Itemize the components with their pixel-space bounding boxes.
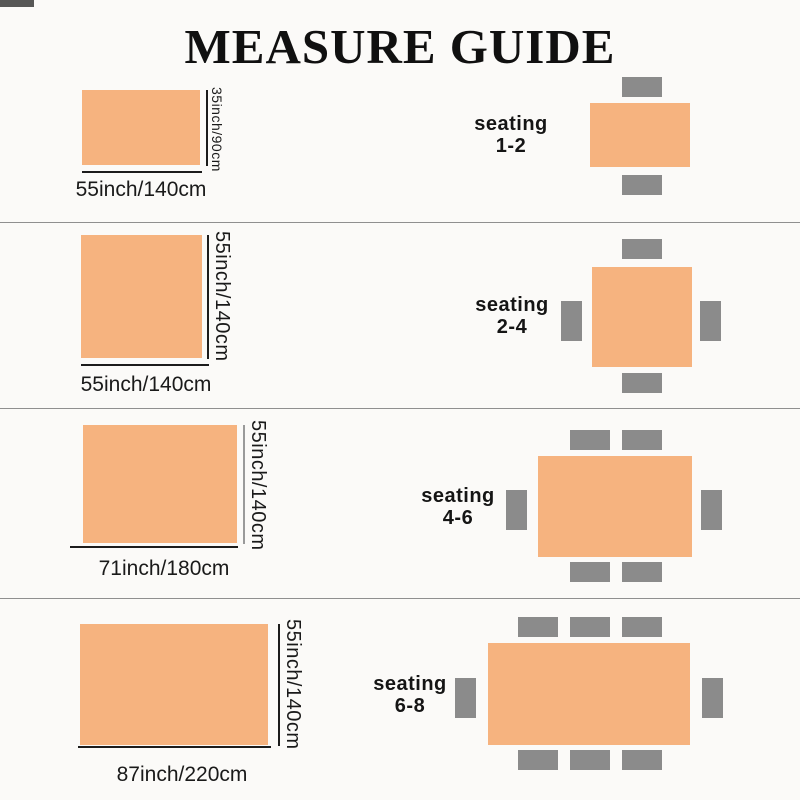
width-label: 71inch/180cm [98,557,230,580]
chair [561,301,582,341]
chair [622,562,662,582]
tablecloth-swatch [81,235,202,358]
tablecloth-swatch [82,90,200,165]
width-label: 55inch/140cm [75,178,207,201]
row-divider [0,598,800,599]
tablecloth-swatch [80,624,268,745]
height-label: 35inch/90cm [209,87,225,172]
chair [570,617,610,637]
height-label: 55inch/140cm [211,231,233,362]
seating-label: seating 2-4 [450,294,574,339]
chair [622,430,662,450]
chair [622,373,662,393]
seating-word: seating [421,485,495,507]
width-measure-line [82,171,202,173]
chair [700,301,721,341]
tablecloth-swatch [83,425,237,543]
chair [622,750,662,770]
chair [622,175,662,195]
chair [622,617,662,637]
chair [570,562,610,582]
seating-range: 2-4 [496,316,528,339]
chair [518,750,558,770]
seating-word: seating [474,113,548,135]
seating-label: seating 4-6 [396,485,520,530]
seating-range: 1-2 [495,135,527,158]
chair [702,678,723,718]
seating-range: 6-8 [394,695,426,718]
chair [622,239,662,259]
chair [518,617,558,637]
seating-word: seating [373,673,447,695]
height-measure-line [206,90,208,166]
dining-table [488,643,690,745]
row-divider [0,408,800,409]
dining-table [590,103,690,167]
chair [622,77,662,97]
row-divider [0,222,800,223]
dining-table [538,456,692,557]
height-label: 55inch/140cm [282,619,304,750]
width-measure-line [70,546,238,548]
height-measure-line [243,425,245,544]
dining-table [592,267,692,367]
page-title: MEASURE GUIDE [184,19,616,74]
seating-label: seating 1-2 [449,113,573,158]
width-label: 55inch/140cm [80,373,212,396]
chair [570,430,610,450]
chair [701,490,722,530]
seating-range: 4-6 [442,507,474,530]
height-measure-line [278,624,280,746]
width-measure-line [81,364,209,366]
height-label: 55inch/140cm [247,420,269,551]
seating-label: seating 6-8 [348,673,472,718]
height-measure-line [207,235,209,359]
chair [570,750,610,770]
seating-word: seating [475,294,549,316]
chair [455,678,476,718]
width-measure-line [78,746,271,748]
corner-artifact [0,0,34,7]
chair [506,490,527,530]
width-label: 87inch/220cm [116,763,248,786]
